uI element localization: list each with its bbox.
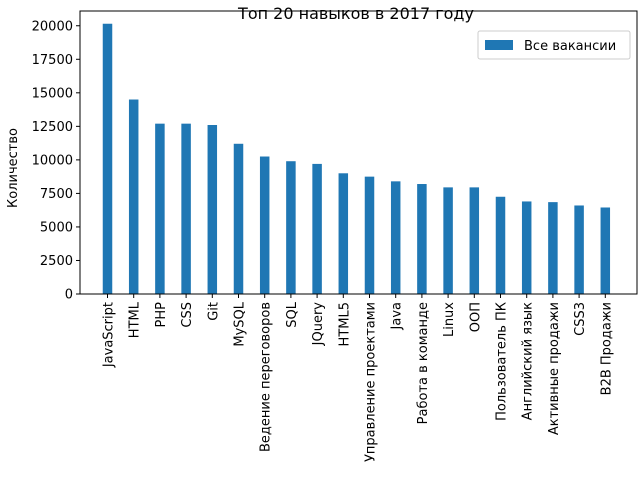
x-tick-label: MySQL: [233, 301, 248, 346]
bar: [233, 143, 244, 294]
bar: [364, 176, 375, 294]
x-tick-label: Работа в команде: [416, 302, 431, 424]
bar: [443, 187, 453, 294]
bar: [548, 202, 558, 294]
x-tick-label: B2B Продажи: [599, 302, 614, 395]
legend-label: Все вакансии: [524, 39, 616, 54]
x-ticks-group: JavaScript HTML PHP CSS Git MySQL Ведение пере…: [102, 294, 614, 462]
y-tick-label: 20000: [32, 19, 73, 34]
bar: [259, 156, 270, 294]
bar: [102, 23, 113, 295]
y-ticks-group: 0 2500 5000 7500 10000 12500 15000 17500 20000: [32, 19, 80, 303]
bar: [417, 184, 427, 294]
bar: [207, 125, 218, 294]
x-tick-label: Пользователь ПК: [495, 302, 510, 421]
y-tick-label: 17500: [32, 53, 73, 68]
bar: [469, 187, 480, 294]
x-tick-label: PHP: [154, 302, 169, 328]
x-tick-label: Java: [390, 302, 405, 330]
x-tick-label: HTML: [128, 301, 143, 338]
x-tick-label: Управление проектами: [364, 302, 379, 462]
y-tick-label: 2500: [40, 254, 73, 269]
bar: [155, 123, 165, 294]
bar: [390, 181, 401, 294]
x-tick-label: JavaScript: [102, 302, 117, 368]
bar: [286, 161, 296, 294]
bar: [521, 201, 532, 294]
x-tick-label: ООП: [468, 302, 483, 332]
y-tick-label: 10000: [32, 153, 73, 168]
bar: [312, 163, 322, 294]
y-tick-label: 7500: [40, 187, 73, 202]
legend-swatch: [485, 40, 513, 50]
x-tick-label: JQuery: [311, 302, 326, 347]
y-tick-label: 15000: [32, 86, 73, 101]
x-tick-label: Git: [206, 302, 221, 321]
x-tick-label: CSS: [180, 302, 195, 328]
x-tick-label: CSS3: [573, 302, 588, 336]
bar: [181, 123, 191, 294]
x-tick-label: Linux: [442, 302, 457, 337]
bar: [338, 173, 349, 294]
x-tick-label: SQL: [285, 301, 300, 327]
legend: Все вакансии: [477, 30, 631, 60]
x-tick-label: HTML5: [337, 302, 352, 346]
bar: [495, 196, 506, 294]
legend-box: [477, 30, 631, 60]
chart-title: Топ 20 навыков в 2017 году: [237, 4, 474, 23]
bar: [600, 207, 611, 294]
y-tick-label: 5000: [40, 220, 73, 235]
x-tick-label: Ведение переговоров: [259, 302, 274, 452]
bar: [574, 205, 584, 294]
y-axis-label: Количество: [6, 128, 21, 208]
x-tick-label: Активные продажи: [547, 302, 562, 435]
bar: [128, 99, 139, 295]
y-tick-label: 0: [65, 288, 73, 303]
x-tick-label: Английский язык: [521, 302, 536, 420]
plot-frame: [79, 10, 638, 295]
y-tick-label: 12500: [32, 120, 73, 135]
bars-group: [102, 23, 611, 295]
